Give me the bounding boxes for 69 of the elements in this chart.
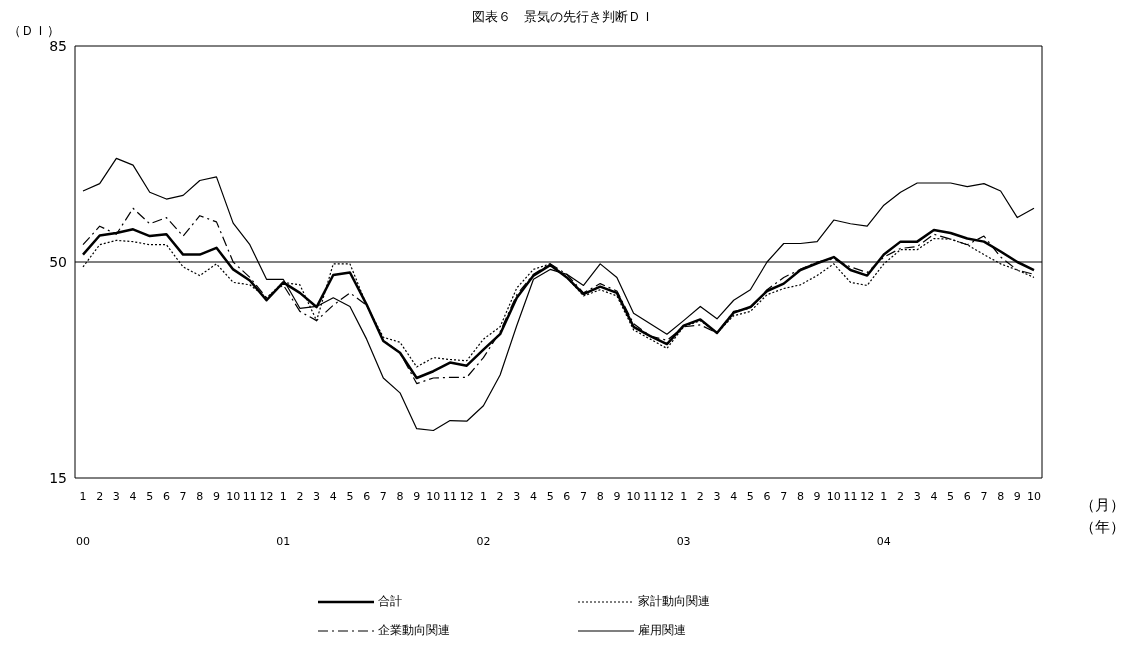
x-tick-label: 3 (112, 490, 120, 503)
x-tick-label: 10 (426, 490, 441, 503)
y-tick-label: 50 (49, 253, 67, 270)
x-tick-label: 12 (860, 490, 875, 503)
legend-label: 企業動向関連 (377, 623, 450, 637)
y-axis-title: （ＤＩ） (8, 22, 60, 40)
x-tick-label: 5 (746, 490, 754, 503)
x-tick-label: 9 (413, 490, 421, 503)
x-tick-label: 8 (796, 490, 804, 503)
x-tick-label: 7 (379, 490, 387, 503)
x-tick-label: 3 (713, 490, 721, 503)
text: （年） (1080, 518, 1125, 537)
legend-label: 家計動向関連 (637, 594, 710, 608)
category-label: 1 01 (276, 490, 291, 548)
x-tick-label: 11 (843, 490, 858, 503)
x-tick-label: 4 (529, 490, 537, 503)
x-tick-label: 2 (696, 490, 704, 503)
y-tick-label: 15 (49, 469, 67, 486)
x-tick-label: 6 (963, 490, 971, 503)
x-tick-label: 2 (296, 490, 304, 503)
x-tick-label: 4 (129, 490, 137, 503)
x-tick-label: 4 (730, 490, 738, 503)
x-tick-label: 3 (313, 490, 321, 503)
x-tick-label: 5 (546, 490, 554, 503)
x-tick-label: 5 (346, 490, 354, 503)
x-tick-label: 5 (146, 490, 154, 503)
x-tick-label: 11 (643, 490, 658, 503)
category-label: 1 04 (876, 490, 891, 548)
x-tick-label: 8 (196, 490, 204, 503)
x-tick-label: 7 (179, 490, 187, 503)
y-tick-label: 85 (49, 37, 67, 54)
legend-label: 雇用関連 (637, 623, 686, 637)
x-tick-label: 6 (162, 490, 170, 503)
x-tick-label: 4 (930, 490, 938, 503)
x-tick-label: 6 (363, 490, 371, 503)
x-tick-label: 5 (947, 490, 955, 503)
legend-label: 合計 (377, 594, 402, 608)
x-tick-label: 12 (259, 490, 274, 503)
x-tick-label: 12 (459, 490, 474, 503)
chart-title: 図表６ 景気の先行き判断ＤＩ (472, 9, 654, 24)
x-tick-label: 2 (496, 490, 504, 503)
x-tick-label: 9 (212, 490, 220, 503)
x-tick-label: 2 (897, 490, 905, 503)
x-tick-label: 11 (443, 490, 458, 503)
x-tick-label: 4 (329, 490, 337, 503)
x-tick-label: 6 (563, 490, 571, 503)
x-tick-label: 8 (596, 490, 604, 503)
category-label: 1 03 (676, 490, 691, 548)
x-tick-label: 3 (513, 490, 521, 503)
x-tick-label: 9 (813, 490, 821, 503)
x-tick-label: 8 (997, 490, 1005, 503)
x-tick-label: 2 (96, 490, 104, 503)
x-tick-label: 10 (826, 490, 841, 503)
x-tick-label: 3 (913, 490, 921, 503)
x-tick-label: 11 (242, 490, 257, 503)
x-tick-label: 7 (980, 490, 988, 503)
x-tick-label: 12 (659, 490, 674, 503)
category-label: 1 00 (76, 490, 90, 548)
x-tick-label: 9 (613, 490, 621, 503)
x-tick-label: 6 (763, 490, 771, 503)
x-tick-label: 7 (780, 490, 788, 503)
category-label: 1 02 (476, 490, 491, 548)
x-tick-label: 7 (580, 490, 588, 503)
x-axis-title: （月） (1080, 496, 1125, 515)
x-tick-label: 10 (1027, 490, 1041, 503)
x-tick-label: 10 (226, 490, 241, 503)
x-tick-label: 9 (1013, 490, 1021, 503)
x-tick-label: 8 (396, 490, 404, 503)
x-tick-label: 10 (626, 490, 641, 503)
